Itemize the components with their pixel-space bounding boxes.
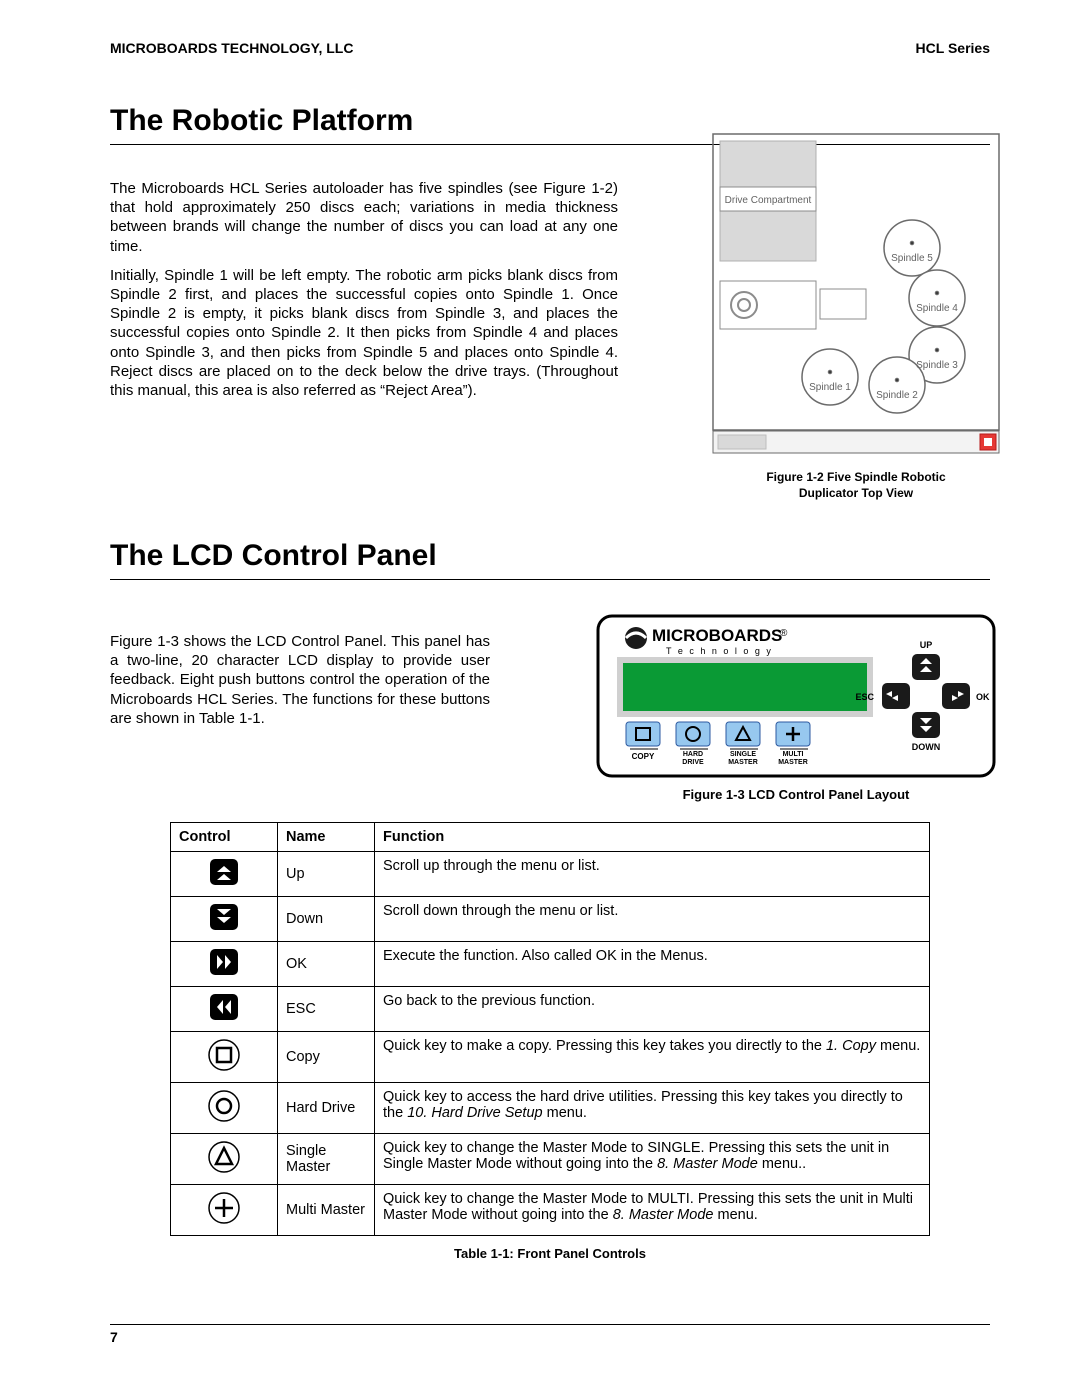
th-function: Function	[375, 823, 930, 852]
hard-drive-icon	[171, 1083, 278, 1134]
section2-text: Figure 1-3 shows the LCD Control Panel. …	[110, 614, 490, 728]
func-mm: Quick key to change the Master Mode to M…	[375, 1185, 930, 1236]
page-header: MICROBOARDS TECHNOLOGY, LLC HCL Series	[110, 40, 990, 56]
header-right: HCL Series	[916, 40, 990, 56]
figure-1-3: MICROBOARDS ® T e c h n o l o g y UP DOW…	[596, 614, 996, 802]
btn-hd-label-2: DRIVE	[682, 759, 704, 766]
btn-copy-label: COPY	[632, 752, 655, 761]
table-row: Down Scroll down through the menu or lis…	[171, 897, 930, 942]
func-sm: Quick key to change the Master Mode to S…	[375, 1134, 930, 1185]
name-hd: Hard Drive	[278, 1083, 375, 1134]
name-up: Up	[278, 852, 375, 897]
table-row: Single Master Quick key to change the Ma…	[171, 1134, 930, 1185]
up-icon	[171, 852, 278, 897]
btn-sm-label-1: SINGLE	[730, 751, 756, 758]
table-1-1-caption: Table 1-1: Front Panel Controls	[110, 1246, 990, 1261]
dpad-up-label: UP	[920, 640, 933, 650]
multi-master-icon	[171, 1185, 278, 1236]
section-title-lcd: The LCD Control Panel	[110, 539, 990, 573]
controls-table: Control Name Function Up Scroll up throu…	[170, 822, 930, 1236]
label-spindle-2: Spindle 2	[876, 390, 918, 401]
fig12-caption-l2: Duplicator Top View	[712, 485, 1000, 501]
brand-main: MICROBOARDS	[652, 626, 782, 645]
name-sm: Single Master	[278, 1134, 375, 1185]
ok-icon	[171, 942, 278, 987]
func-hd: Quick key to access the hard drive utili…	[375, 1083, 930, 1134]
label-spindle-3: Spindle 3	[916, 360, 958, 371]
svg-text:®: ®	[780, 628, 788, 639]
single-master-icon	[171, 1134, 278, 1185]
section2-para: Figure 1-3 shows the LCD Control Panel. …	[110, 633, 490, 727]
label-spindle-1: Spindle 1	[809, 382, 851, 393]
btn-mm-label-1: MULTI	[783, 751, 804, 758]
table-row: Up Scroll up through the menu or list.	[171, 852, 930, 897]
func-esc: Go back to the previous function.	[375, 987, 930, 1032]
th-control: Control	[171, 823, 278, 852]
table-row: Hard Drive Quick key to access the hard …	[171, 1083, 930, 1134]
label-spindle-5: Spindle 5	[891, 253, 933, 264]
dpad-esc-label: ESC	[855, 692, 874, 702]
table-row: Multi Master Quick key to change the Mas…	[171, 1185, 930, 1236]
page-number: 7	[110, 1329, 118, 1345]
figure-1-2: Drive Compartment Robotic Arm Spindle 5 …	[712, 133, 1000, 501]
down-icon	[171, 897, 278, 942]
brand-sub: T e c h n o l o g y	[666, 646, 773, 656]
table-row: OK Execute the function. Also called OK …	[171, 942, 930, 987]
figure-1-3-caption: Figure 1-3 LCD Control Panel Layout	[596, 787, 996, 802]
section1-para1: The Microboards HCL Series autoloader ha…	[110, 179, 618, 256]
name-ok: OK	[278, 942, 375, 987]
section1-text: The Microboards HCL Series autoloader ha…	[110, 179, 618, 400]
fig12-caption-l1: Figure 1-2 Five Spindle Robotic	[712, 469, 1000, 485]
label-drive-compartment: Drive Compartment	[725, 195, 812, 206]
btn-sm-label-2: MASTER	[728, 759, 758, 766]
func-up: Scroll up through the menu or list.	[375, 852, 930, 897]
dpad-down-label: DOWN	[912, 742, 941, 752]
label-spindle-4: Spindle 4	[916, 303, 958, 314]
th-name: Name	[278, 823, 375, 852]
func-down: Scroll down through the menu or list.	[375, 897, 930, 942]
header-left: MICROBOARDS TECHNOLOGY, LLC	[110, 40, 353, 56]
name-copy: Copy	[278, 1032, 375, 1083]
page-footer: 7	[110, 1324, 990, 1347]
table-row: Copy Quick key to make a copy. Pressing …	[171, 1032, 930, 1083]
section1-para2: Initially, Spindle 1 will be left empty.…	[110, 266, 618, 400]
btn-mm-label-2: MASTER	[778, 759, 808, 766]
dpad-ok-label: OK	[976, 692, 990, 702]
func-ok: Execute the function. Also called OK in …	[375, 942, 930, 987]
esc-icon	[171, 987, 278, 1032]
table-row: ESC Go back to the previous function.	[171, 987, 930, 1032]
name-esc: ESC	[278, 987, 375, 1032]
func-copy: Quick key to make a copy. Pressing this …	[375, 1032, 930, 1083]
name-mm: Multi Master	[278, 1185, 375, 1236]
name-down: Down	[278, 897, 375, 942]
figure-1-2-caption: Figure 1-2 Five Spindle Robotic Duplicat…	[712, 469, 1000, 501]
btn-hd-label-1: HARD	[683, 751, 703, 758]
copy-icon	[171, 1032, 278, 1083]
section-rule-2	[110, 579, 990, 580]
